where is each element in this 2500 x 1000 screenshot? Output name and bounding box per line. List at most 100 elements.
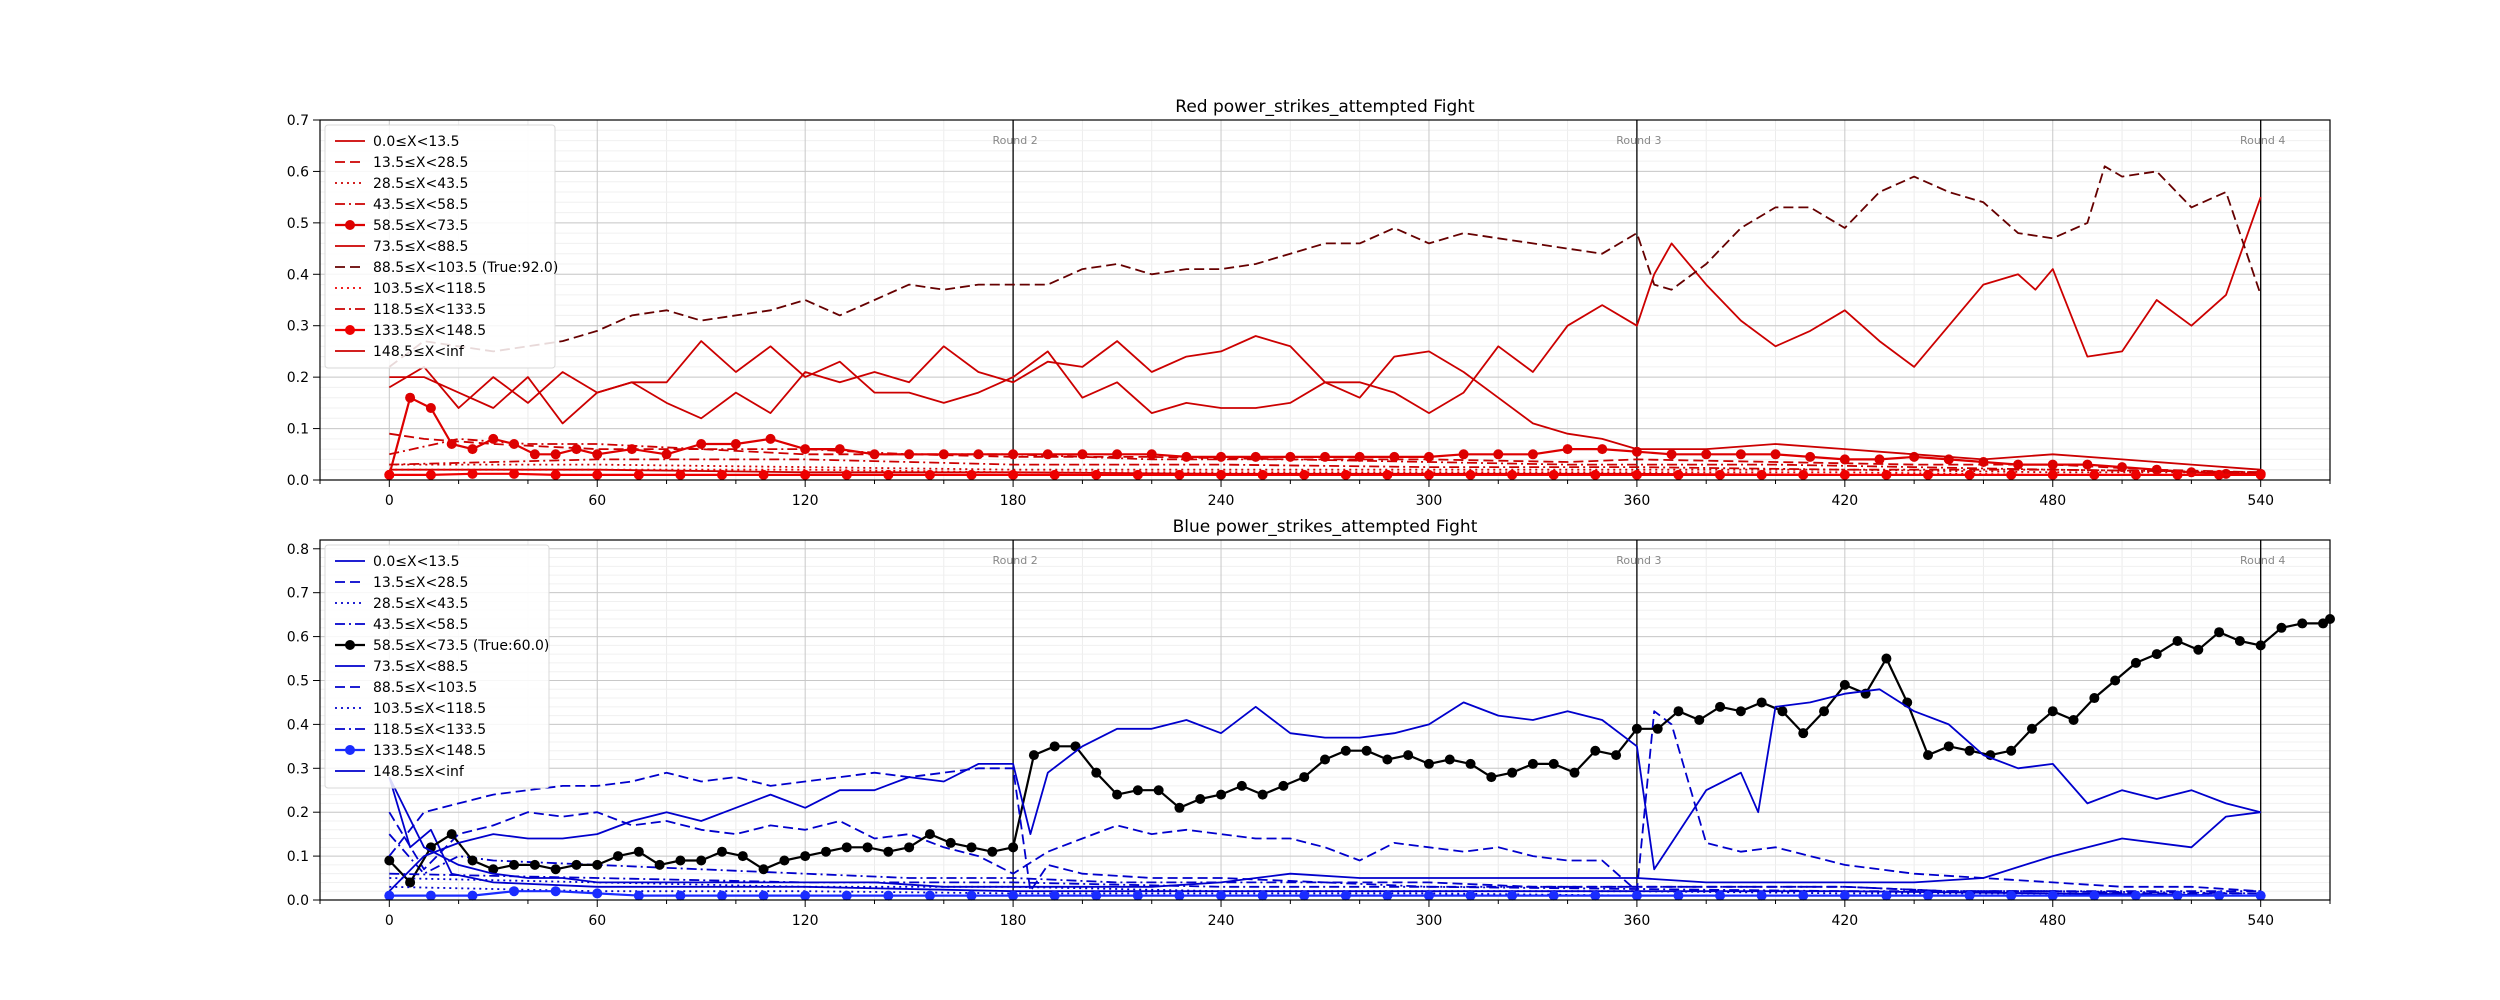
blue-series-point (1569, 767, 1580, 778)
blue-series-point (1943, 741, 1954, 752)
blue-series-point (966, 842, 977, 853)
blue-series-point (1465, 758, 1476, 769)
red-series-point (1285, 451, 1296, 462)
legend-box (324, 544, 550, 789)
blue-series-point (1299, 890, 1310, 901)
blue-series-point (1631, 723, 1642, 734)
red-series-point (973, 449, 984, 460)
red-series-point (1756, 469, 1767, 480)
blue-series-point (1091, 890, 1102, 901)
red-series-point (834, 444, 845, 455)
y-tick-label: 0.6 (287, 630, 309, 646)
legend-label: 73.5≤X<88.5 (373, 239, 468, 255)
red-round-markers: Round 2 Round 3 Round 4 (992, 120, 2285, 480)
blue-series-point (2047, 706, 2058, 717)
blue-series-point (1527, 758, 1538, 769)
blue-series-point (1694, 715, 1705, 725)
blue-series-point (467, 855, 478, 866)
red-series-point (1320, 451, 1330, 462)
blue-series-point (1299, 772, 1310, 783)
red-series-point (1216, 451, 1227, 462)
blue-y-axis: 0.0 0.1 0.2 0.3 0.4 0.5 0.6 0.7 0.8 (287, 542, 320, 909)
red-series-point (2117, 462, 2128, 473)
red-series-point (1631, 469, 1642, 480)
blue-series-point (1382, 890, 1393, 901)
x-tick-label: 180 (1000, 913, 1027, 929)
red-series-point (1770, 449, 1781, 460)
red-series-point (1008, 449, 1019, 460)
legend-label: 118.5≤X<133.5 (373, 722, 486, 738)
x-tick-label: 480 (2039, 493, 2066, 509)
red-series-point (1715, 469, 1726, 480)
blue-series-point (654, 859, 665, 870)
blue-series-point (966, 890, 977, 901)
legend-label: 13.5≤X<28.5 (373, 155, 468, 171)
x-tick-label: 420 (1831, 493, 1858, 509)
blue-series-point (800, 890, 811, 901)
blue-series-point (2255, 640, 2266, 651)
blue-series-point (696, 855, 707, 866)
red-series-point (1701, 449, 1712, 460)
blue-series-point (2297, 618, 2308, 629)
blue-series-point (1777, 706, 1788, 717)
blue-panel: Blue power_strikes_attempted Fight Round… (287, 517, 2335, 929)
blue-legend: 0.0≤X<13.5 13.5≤X<28.5 28.5≤X<43.5 43.5≤X<5… (324, 544, 550, 789)
red-series-point (467, 444, 478, 455)
blue-series-line-8 (389, 872, 2261, 895)
red-series-point (2082, 459, 2093, 470)
blue-series-point (2089, 693, 2100, 704)
red-series-point (1562, 444, 1573, 455)
blue-series-point (1923, 890, 1933, 901)
blue-series-point (675, 855, 686, 866)
blue-series-group (384, 614, 2335, 901)
blue-series-point (1028, 750, 1039, 761)
red-series-point (675, 469, 686, 480)
blue-series-line-10 (388, 776, 2261, 888)
x-tick-label: 420 (1831, 913, 1858, 929)
blue-series-point (633, 846, 644, 857)
blue-series-point (841, 890, 852, 901)
red-series-point (1881, 469, 1892, 480)
red-series-point (1923, 469, 1933, 480)
blue-series-line-5 (388, 688, 2261, 892)
blue-series-point (1112, 789, 1123, 800)
blue-series-point (1340, 890, 1351, 901)
blue-series-point (1132, 785, 1143, 796)
legend-label: 118.5≤X<133.5 (373, 302, 486, 318)
blue-series-point (1257, 890, 1268, 901)
blue-series-point (1881, 890, 1892, 901)
red-series-point (1527, 449, 1538, 460)
red-series-point (841, 469, 852, 480)
y-tick-label: 0.8 (287, 542, 309, 558)
blue-series-point (2130, 657, 2141, 668)
blue-series-point (758, 864, 769, 875)
blue-series-point (1340, 745, 1351, 756)
red-chart-title: Red power_strikes_attempted Fight (1175, 97, 1475, 117)
blue-series-point (509, 859, 520, 870)
blue-series-point (800, 851, 811, 862)
red-series-point (1382, 469, 1393, 480)
red-series-point (1299, 469, 1310, 480)
blue-series-point (1008, 842, 1019, 853)
blue-series-point (2110, 675, 2121, 686)
red-series-point (1077, 449, 1088, 460)
red-series-point (550, 449, 561, 460)
blue-series-point (509, 886, 520, 897)
blue-series-point (1278, 780, 1289, 791)
red-series-point (2172, 469, 2183, 480)
legend-label: 28.5≤X<43.5 (373, 176, 468, 192)
red-series-point (1423, 469, 1434, 480)
red-series-point (1666, 449, 1677, 460)
red-series-point (1874, 454, 1885, 465)
red-series-point (1250, 451, 1261, 462)
red-series-point (2255, 469, 2266, 480)
blue-series-point (592, 859, 603, 870)
legend-label: 103.5≤X<118.5 (373, 701, 486, 717)
red-series-point (869, 449, 880, 460)
blue-series-point (384, 855, 395, 866)
red-series-point (1839, 469, 1850, 480)
red-series-point (425, 403, 436, 413)
legend-label: 148.5≤X<inf (373, 764, 465, 780)
blue-series-point (2234, 635, 2245, 646)
blue-series-point (779, 855, 790, 866)
